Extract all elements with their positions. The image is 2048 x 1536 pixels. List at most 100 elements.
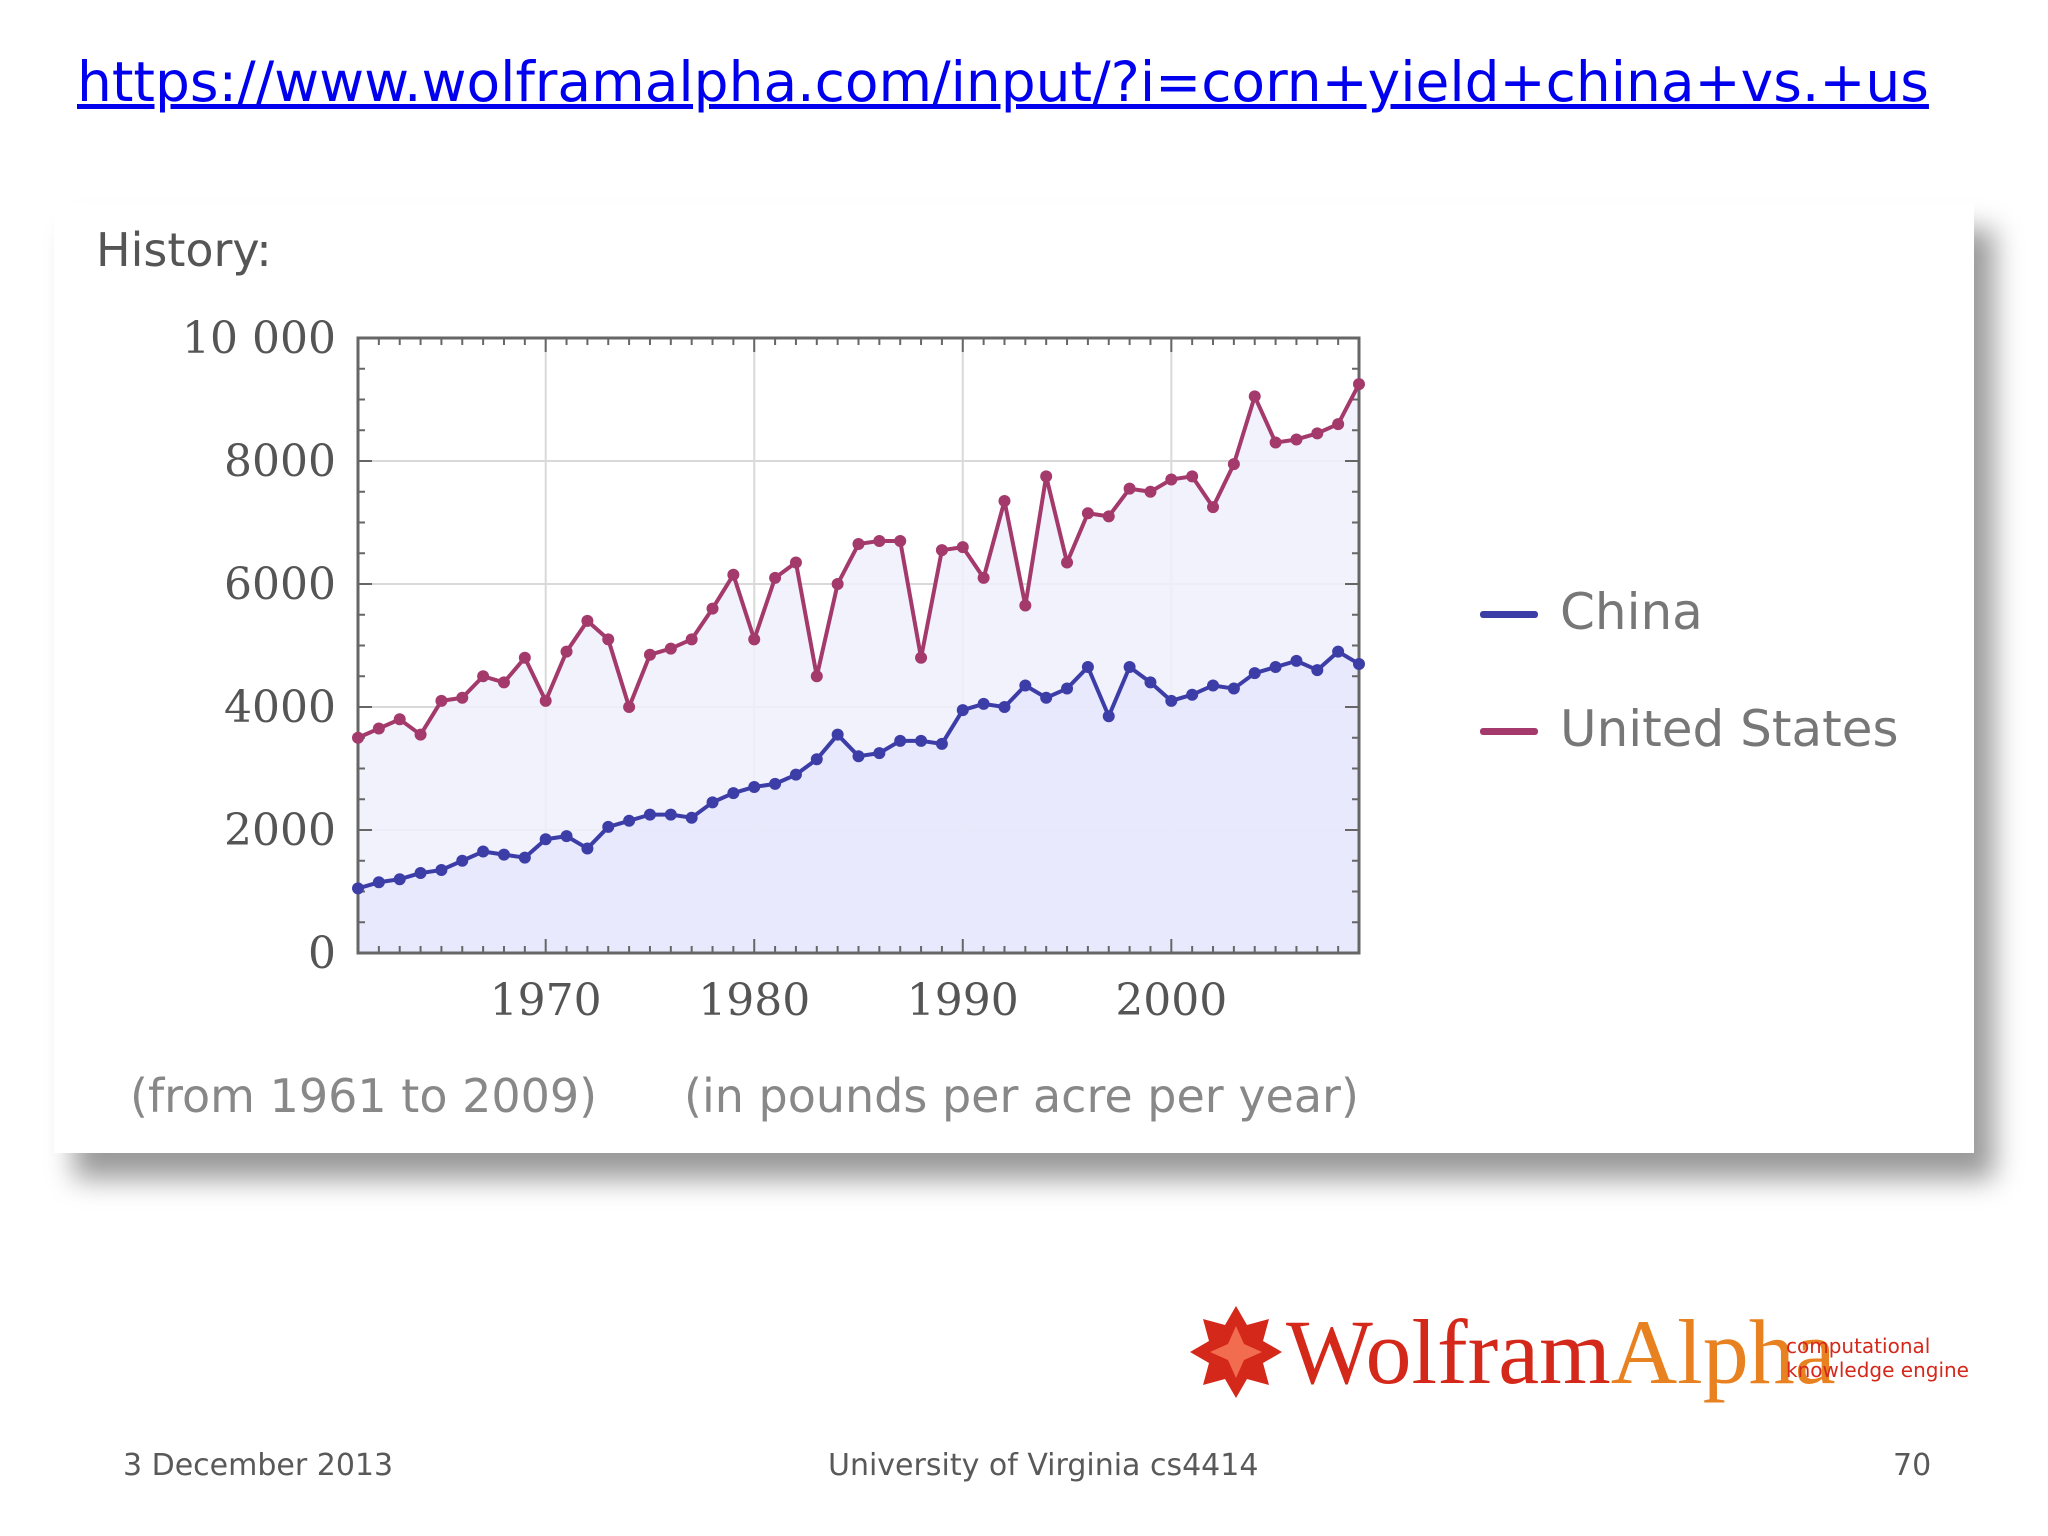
point-united-states-1986	[873, 534, 886, 547]
point-united-states-1967	[477, 670, 490, 683]
point-china-2007	[1311, 664, 1324, 677]
y-tick-label-2000: 2000	[224, 805, 336, 856]
point-united-states-1977	[685, 633, 698, 646]
point-china-1998	[1123, 661, 1136, 674]
unit-note: (in pounds per acre per year)	[684, 1069, 1359, 1123]
point-united-states-1983	[810, 670, 823, 683]
y-tick-label-4000: 4000	[224, 682, 336, 733]
footer-date: 3 December 2013	[123, 1448, 394, 1483]
x-tick-label-1980: 1980	[698, 975, 810, 1026]
point-china-1961	[352, 882, 364, 895]
wolframalpha-query-link[interactable]: https://www.wolframalpha.com/input/?i=co…	[77, 50, 1929, 114]
point-united-states-2003	[1227, 458, 1240, 471]
point-china-1994	[1040, 691, 1053, 704]
point-united-states-2006	[1290, 433, 1303, 446]
x-tick-label-1990: 1990	[907, 975, 1019, 1026]
point-united-states-1973	[602, 633, 615, 646]
point-china-1964	[414, 867, 427, 880]
logo-tagline-line1: computational	[1786, 1334, 1931, 1358]
point-china-2002	[1207, 679, 1220, 692]
x-tick-label-2000: 2000	[1115, 975, 1227, 1026]
point-china-2005	[1269, 661, 1282, 674]
logo-tagline-line2: knowledge engine	[1786, 1358, 1969, 1382]
point-china-1972	[581, 842, 594, 855]
point-china-1987	[894, 734, 907, 747]
point-united-states-1961	[352, 731, 364, 744]
logo-wolfram-text: Wolfram	[1286, 1301, 1611, 1403]
wolfram-star-icon	[1190, 1306, 1282, 1398]
point-china-1974	[623, 814, 636, 827]
point-united-states-1981	[769, 571, 782, 584]
point-china-1995	[1061, 682, 1074, 695]
point-united-states-2009	[1353, 378, 1365, 391]
point-china-1976	[664, 808, 677, 821]
point-china-2001	[1186, 688, 1199, 701]
point-china-1996	[1081, 661, 1094, 674]
legend-swatch-united-states	[1480, 728, 1538, 735]
point-china-2004	[1248, 667, 1261, 680]
wolframalpha-logo: WolframAlpha computational knowledge eng…	[1186, 1300, 1986, 1410]
point-united-states-1985	[852, 538, 865, 551]
y-tick-label-6000: 6000	[224, 559, 336, 610]
point-china-1975	[643, 808, 656, 821]
point-united-states-1970	[539, 694, 552, 707]
point-united-states-1978	[706, 602, 719, 615]
history-heading: History:	[96, 223, 272, 277]
point-china-1969	[518, 851, 531, 864]
frame-layer	[356, 336, 1361, 955]
point-united-states-2002	[1207, 501, 1220, 514]
area-layer	[358, 384, 1359, 953]
point-united-states-2005	[1269, 436, 1282, 449]
point-china-1966	[456, 854, 469, 867]
point-china-1971	[560, 830, 573, 843]
point-china-1983	[810, 753, 823, 766]
point-china-1999	[1144, 676, 1157, 689]
point-united-states-1965	[435, 694, 448, 707]
point-china-1981	[769, 777, 782, 790]
point-china-2000	[1165, 694, 1178, 707]
point-united-states-1995	[1061, 556, 1074, 569]
point-china-1997	[1102, 710, 1115, 723]
y-tick-label-10000: 10 000	[182, 313, 336, 364]
point-china-1973	[602, 820, 615, 833]
point-china-2009	[1353, 657, 1365, 670]
point-china-1979	[727, 787, 740, 800]
point-united-states-1992	[998, 494, 1011, 507]
point-united-states-1966	[456, 691, 469, 704]
point-china-1962	[372, 876, 385, 889]
point-united-states-1962	[372, 722, 385, 735]
point-china-1980	[748, 780, 761, 793]
point-china-1978	[706, 796, 719, 809]
point-china-1965	[435, 863, 448, 876]
point-united-states-1994	[1040, 470, 1053, 483]
point-china-1968	[497, 848, 510, 861]
point-united-states-1988	[915, 651, 928, 664]
label-layer: 0 2000 4000 6000 8000 10 000 1970 1980 1990 2000	[182, 313, 1227, 1026]
corn-yield-chart: 0 2000 4000 6000 8000 10 000 1970 1980 1990 2000	[182, 313, 1365, 1026]
logo-alpha-text: Alpha	[1610, 1301, 1836, 1403]
point-china-1990	[956, 704, 969, 717]
logo-tagline: computational knowledge engine	[1786, 1334, 1986, 1382]
point-china-1988	[915, 734, 928, 747]
point-united-states-1984	[831, 578, 844, 590]
point-china-2003	[1227, 682, 1240, 695]
point-china-1991	[977, 697, 990, 710]
point-china-1967	[477, 845, 490, 858]
result-panel: History: 0 2000 4000 6000 8000 10 000 1970 1980…	[54, 203, 1974, 1153]
point-china-1970	[539, 833, 552, 846]
point-united-states-1996	[1081, 507, 1094, 520]
point-china-1963	[393, 873, 406, 886]
point-united-states-1968	[497, 676, 510, 689]
point-china-1992	[998, 701, 1011, 713]
point-united-states-1972	[581, 614, 594, 627]
point-united-states-1993	[1019, 599, 1032, 612]
point-china-1986	[873, 747, 886, 760]
point-united-states-1999	[1144, 485, 1157, 498]
x-tick-label-1970: 1970	[490, 975, 602, 1026]
point-united-states-1982	[789, 556, 802, 569]
legend-label-china: China	[1560, 583, 1703, 641]
point-china-1993	[1019, 679, 1032, 692]
point-united-states-1997	[1102, 510, 1115, 523]
point-united-states-1971	[560, 645, 573, 658]
legend-swatch-china	[1480, 611, 1538, 618]
